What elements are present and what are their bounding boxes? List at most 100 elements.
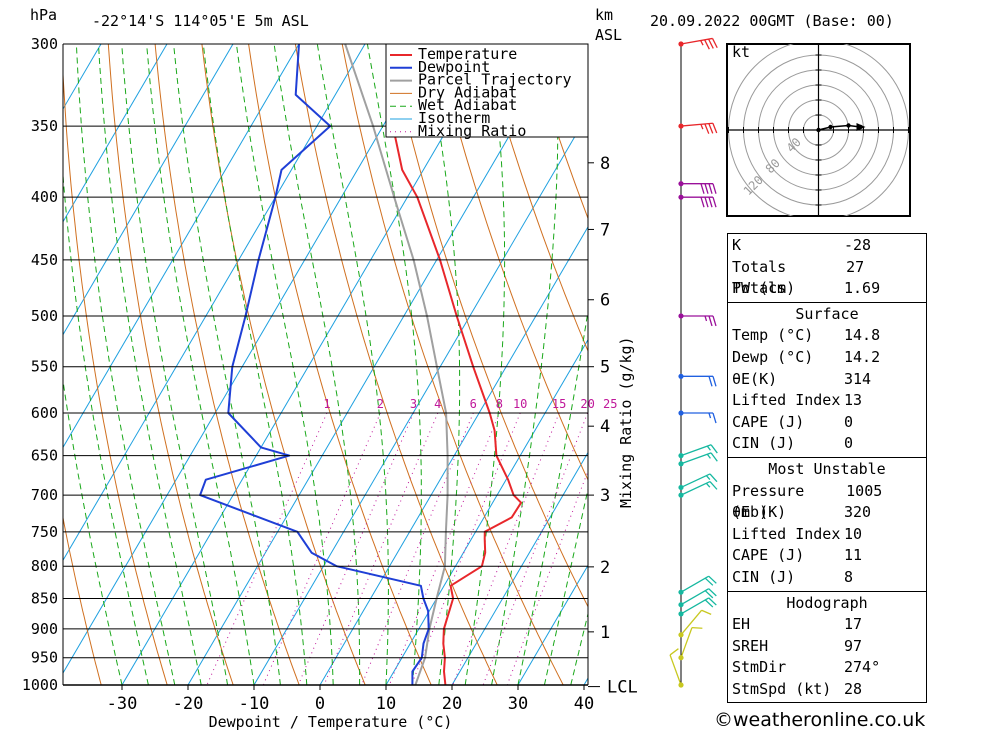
- most-unstable-row: Lifted Index 10: [728, 524, 926, 546]
- asl-unit-label: ASL: [595, 26, 622, 44]
- isotherm: [319, 225, 588, 685]
- km-tick-label: 3: [600, 486, 610, 506]
- index-row: PW (cm) 1.69: [728, 278, 926, 300]
- pressure-tick-label: 750: [31, 523, 58, 541]
- pressure-tick-label: 1000: [22, 676, 58, 694]
- isotherm: [63, 44, 432, 675]
- surface-label: CIN (J): [732, 434, 796, 453]
- wind-barb-staff: [680, 627, 693, 658]
- hodograph-row: StmDir 274°: [728, 657, 926, 679]
- wet-adiabat: [570, 611, 588, 685]
- wind-barb-flag: [712, 315, 717, 327]
- pressure-tick-label: 800: [31, 557, 58, 575]
- temperature-line: [390, 44, 523, 685]
- wind-barb: [678, 473, 718, 491]
- surface-row: CAPE (J) 0: [728, 412, 926, 434]
- pressure-tick-label: 650: [31, 447, 58, 465]
- hodograph-storm-marker: [856, 123, 866, 131]
- wind-barb-flag: [708, 196, 713, 208]
- isotherm: [385, 338, 588, 685]
- wind-barb-flag: [704, 599, 714, 608]
- mixing-ratio-label: 6: [470, 397, 477, 411]
- hodograph-title: Hodograph: [786, 593, 868, 612]
- wind-barb-half-flag: [706, 445, 711, 451]
- surface-value: 14.8: [844, 326, 881, 345]
- surface-value: 13: [844, 391, 863, 410]
- location-title: -22°14'S 114°05'E 5m ASL: [92, 12, 309, 30]
- mixing-ratio-label: 2: [377, 397, 384, 411]
- wind-barb-flag: [700, 183, 705, 194]
- isotherm: [63, 44, 168, 223]
- surface-row: Temp (°C) 14.8: [728, 325, 926, 347]
- isotherm: [63, 44, 234, 336]
- isotherm: [517, 564, 588, 685]
- most-unstable-title: Most Unstable: [768, 459, 886, 478]
- index-value: -28: [844, 236, 872, 254]
- mixing-ratio-line: [323, 412, 439, 685]
- legend-entry: Dewpoint: [418, 58, 490, 76]
- wind-barb-flag: [701, 609, 712, 616]
- dewpoint-line: [199, 44, 430, 685]
- hodograph-label: EH: [732, 615, 751, 634]
- wind-barb: [678, 588, 717, 608]
- pressure-tick-label: 450: [31, 251, 58, 269]
- hodograph-value: 28: [844, 679, 863, 698]
- wind-barb-flag: [708, 183, 713, 194]
- site-credit: ©weatheronline.co.uk: [714, 709, 926, 731]
- temperature-tick-label: 0: [315, 694, 325, 714]
- wind-barb-half-flag: [705, 482, 711, 488]
- wind-barb-staff: [680, 473, 711, 489]
- mixing-ratio-line: [482, 412, 588, 685]
- km-unit-label: km: [595, 6, 613, 24]
- wet-adiabat: [273, 44, 361, 685]
- wind-barb-flag: [708, 376, 713, 387]
- pressure-tick-label: 850: [31, 589, 58, 607]
- wind-barb-half-flag: [700, 40, 704, 46]
- isotherm: [253, 113, 588, 685]
- wind-barb-flag: [712, 376, 717, 387]
- isotherm: [187, 44, 564, 685]
- index-value: 27: [846, 257, 865, 276]
- surface-row: CIN (J) 0: [728, 433, 926, 455]
- wind-barb-flag: [710, 444, 718, 454]
- dry-adiabat: [388, 44, 588, 608]
- wind-barb-staff: [680, 597, 710, 615]
- wind-barb-flag: [704, 183, 709, 194]
- legend-entry: Dry Adiabat: [418, 83, 517, 101]
- wind-barb-flag: [708, 315, 713, 327]
- wind-barb: [678, 181, 717, 194]
- pressure-tick-label: 300: [31, 35, 58, 53]
- temperature-tick-label: -20: [173, 694, 204, 714]
- hodograph-point: [816, 127, 821, 133]
- wet-adiabat: [63, 169, 149, 685]
- dry-adiabat: [248, 44, 432, 685]
- wind-barb-flag: [712, 412, 717, 424]
- wind-barb: [678, 444, 718, 459]
- dry-adiabat: [482, 44, 588, 353]
- surface-title: Surface: [795, 304, 859, 323]
- most-unstable-row: CAPE (J) 11: [728, 545, 926, 567]
- most-unstable-value: 10: [844, 524, 863, 543]
- isotherm: [0, 44, 35, 685]
- mixing-ratio-label: 8: [496, 397, 503, 411]
- wind-barb-staff: [680, 37, 713, 45]
- legend-entry: Wet Adiabat: [418, 96, 517, 114]
- indices-most-unstable: Most Unstable Pressure (mb) 1005 θE (K) 320…: [727, 457, 927, 592]
- wind-barb-flag: [669, 648, 679, 656]
- wind-barb-flag: [700, 196, 705, 208]
- dry-adiabat: [435, 44, 588, 482]
- wet-adiabat: [202, 44, 308, 685]
- wind-barb-staff: [680, 588, 710, 606]
- hodograph-point: [846, 123, 851, 128]
- surface-value: 314: [844, 369, 872, 388]
- most-unstable-row: Pressure (mb) 1005: [728, 481, 926, 522]
- km-tick-label: 4: [600, 417, 610, 437]
- wind-barb-flag: [708, 588, 717, 597]
- wet-adiabat: [146, 44, 255, 685]
- temperature-tick-label: 10: [376, 694, 396, 714]
- pressure-tick-label: 350: [31, 117, 58, 135]
- indices-hodograph: Hodograph EH 17 SREH 97 StmDir 274° StmSpd (kt…: [727, 591, 927, 704]
- surface-label: Lifted Index: [732, 391, 841, 410]
- hodograph-unit: kt: [732, 43, 750, 61]
